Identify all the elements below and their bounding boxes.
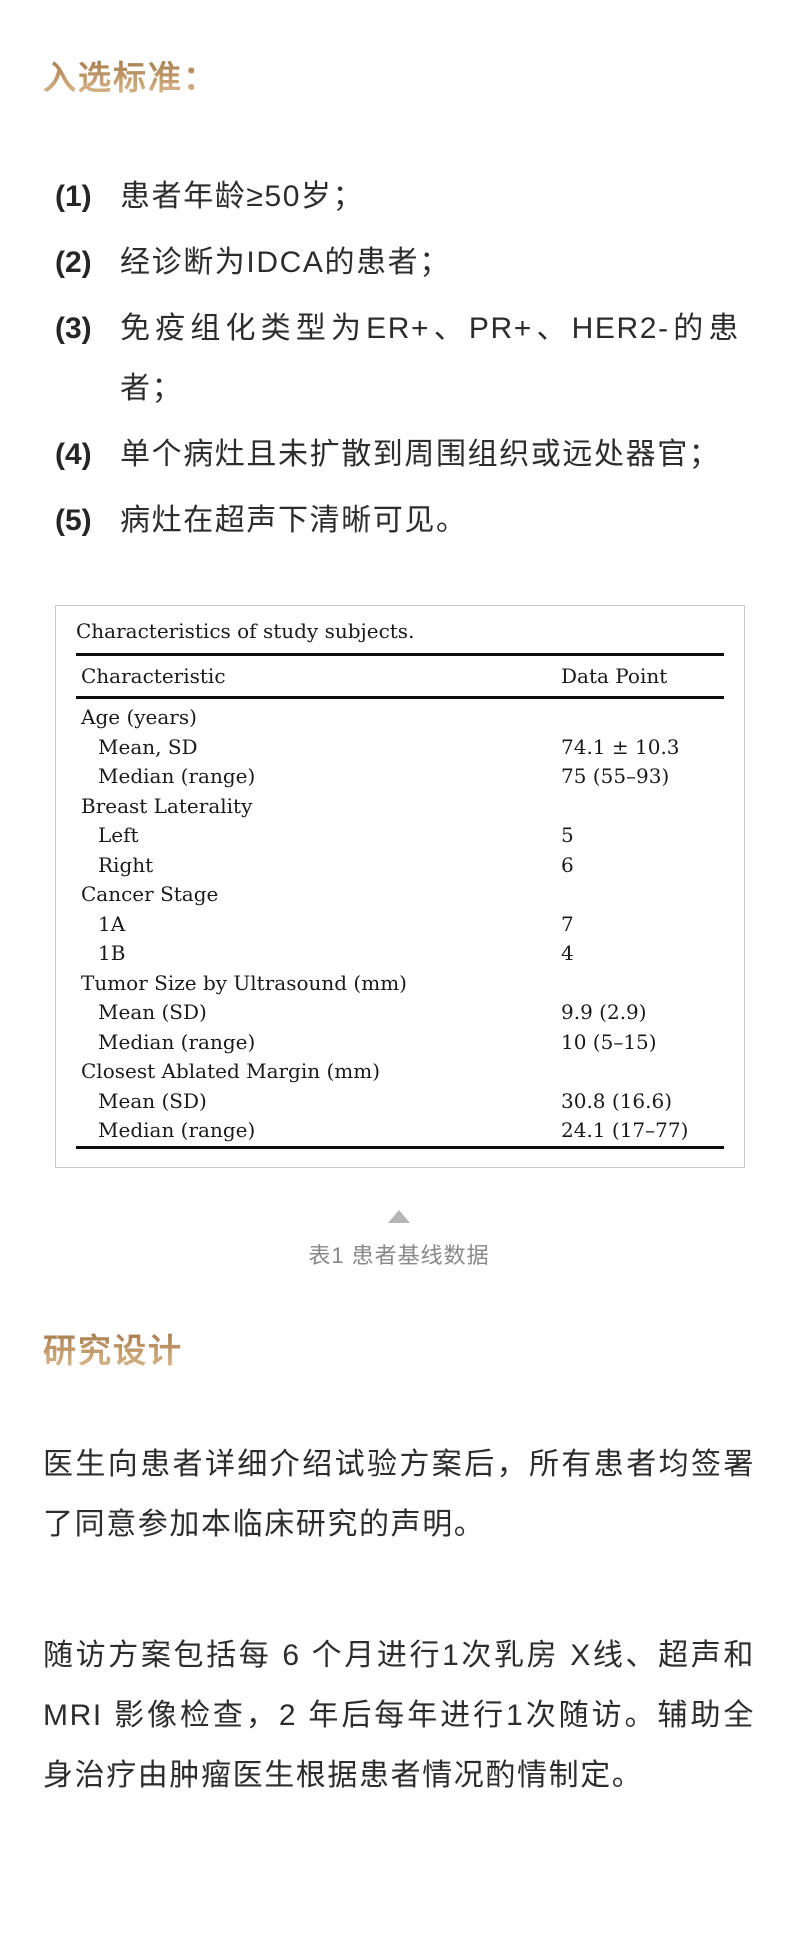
table-row: Tumor Size by Ultrasound (mm) <box>76 969 724 999</box>
table-row: 1A 7 <box>76 910 724 940</box>
table-row-value: 74.1 ± 10.3 <box>561 734 680 759</box>
table-row: Breast Laterality <box>76 792 724 822</box>
table-row-label: Median (range) <box>98 1029 256 1054</box>
table-body: Age (years) Mean, SD 74.1 ± 10.3 Median (ra… <box>76 699 724 1146</box>
table-row-value: 75 (55–93) <box>561 764 670 788</box>
table-row-value: 24.1 (17–77) <box>561 1118 689 1142</box>
table-row-value <box>561 1057 724 1087</box>
table-row: Median (range) 10 (5–15) <box>76 1028 724 1058</box>
criteria-item: (5) 病灶在超声下清晰可见。 <box>55 491 755 551</box>
table-top-rule <box>76 653 724 656</box>
table-header-row: Characteristic Data Point <box>76 656 724 696</box>
study-design-heading: 研究设计 <box>43 1329 755 1373</box>
criteria-item: (3) 免疫组化类型为ER+、PR+、HER2-的患者； <box>55 299 755 419</box>
article-page: 入选标准： (1) 患者年龄≥50岁； (2) 经诊断为IDCA的患者； (3) 免疫组化… <box>0 56 800 1806</box>
triangle-up-icon <box>388 1209 410 1223</box>
table-row: Cancer Stage <box>76 880 724 910</box>
table-row-label: Cancer Stage <box>81 882 219 906</box>
table-row-label: Tumor Size by Ultrasound (mm) <box>81 970 407 995</box>
table-row: Median (range) 75 (55–93) <box>76 762 724 792</box>
criteria-item-text: 免疫组化类型为ER+、PR+、HER2-的患者； <box>120 312 740 405</box>
table-row-value: 6 <box>561 852 574 877</box>
table-row: 1B 4 <box>76 939 724 969</box>
table-row: Right 6 <box>76 851 724 881</box>
table-row-value <box>561 969 724 999</box>
criteria-item: (1) 患者年龄≥50岁； <box>55 167 755 227</box>
table-row-label: 1A <box>98 911 126 936</box>
table-row-label: Left <box>98 823 139 847</box>
table-caption: 表1 患者基线数据 <box>308 1242 490 1268</box>
table-row: Age (years) <box>76 703 724 733</box>
follow-up-paragraph: 随访方案包括每 6 个月进行1次乳房 X线、超声和 MRI 影像检查，2 年后每… <box>43 1638 755 1792</box>
table-row: Mean, SD 74.1 ± 10.3 <box>76 733 724 763</box>
table-header-characteristic: Characteristic <box>81 664 226 688</box>
criteria-item-text: 经诊断为IDCA的患者； <box>120 246 451 279</box>
consent-paragraph: 医生向患者详细介绍试验方案后，所有患者均签署了同意参加本临床研究的声明。 <box>43 1447 755 1541</box>
table-row: Mean (SD) 30.8 (16.6) <box>76 1087 724 1117</box>
table-row-value: 4 <box>561 941 574 965</box>
table-row-label: Age (years) <box>81 705 197 729</box>
table-row: Closest Ablated Margin (mm) <box>76 1057 724 1087</box>
criteria-item: (4) 单个病灶且未扩散到周围组织或远处器官； <box>55 425 755 485</box>
table-row-label: Breast Laterality <box>81 793 253 818</box>
table-title: Characteristics of study subjects. <box>76 619 415 643</box>
table-row-value <box>561 703 724 733</box>
inclusion-criteria-heading: 入选标准： <box>43 56 755 100</box>
criteria-item-text: 单个病灶且未扩散到周围组织或远处器官； <box>120 438 721 471</box>
table-header-rule <box>76 696 724 699</box>
criteria-item-number: (3) <box>55 312 92 345</box>
table-row-value <box>561 792 724 822</box>
criteria-item-number: (5) <box>55 504 92 537</box>
table-row-value: 7 <box>561 911 574 936</box>
table-header-data-point: Data Point <box>561 664 668 688</box>
table-row-label: Mean, SD <box>98 734 198 759</box>
criteria-item-number: (2) <box>55 246 92 279</box>
table-row-label: 1B <box>98 941 126 965</box>
table-row-label: Mean (SD) <box>98 1000 207 1024</box>
criteria-list: (1) 患者年龄≥50岁； (2) 经诊断为IDCA的患者； (3) 免疫组化类型为ER+… <box>43 167 755 551</box>
table-row-label: Median (range) <box>98 764 256 788</box>
study-subjects-table: Characteristics of study subjects. Chara… <box>55 605 745 1168</box>
table-row: Left 5 <box>76 821 724 851</box>
table-row-label: Mean (SD) <box>98 1088 207 1113</box>
table-row-label: Median (range) <box>98 1118 256 1142</box>
table-row: Mean (SD) 9.9 (2.9) <box>76 998 724 1028</box>
criteria-item-number: (1) <box>55 180 92 213</box>
table-row-value: 5 <box>561 823 574 847</box>
criteria-item-number: (4) <box>55 438 92 471</box>
criteria-item: (2) 经诊断为IDCA的患者； <box>55 233 755 293</box>
table-row: Median (range) 24.1 (17–77) <box>76 1116 724 1146</box>
table-row-value <box>561 880 724 910</box>
table-row-label: Right <box>98 852 154 877</box>
table-row-value: 30.8 (16.6) <box>561 1088 673 1113</box>
table-row-value: 9.9 (2.9) <box>561 1000 647 1024</box>
criteria-item-text: 患者年龄≥50岁； <box>120 180 365 213</box>
table-row-label: Closest Ablated Margin (mm) <box>81 1059 381 1083</box>
table-bottom-rule <box>76 1145 724 1149</box>
criteria-item-text: 病灶在超声下清晰可见。 <box>120 504 468 537</box>
table-row-value: 10 (5–15) <box>561 1029 657 1054</box>
